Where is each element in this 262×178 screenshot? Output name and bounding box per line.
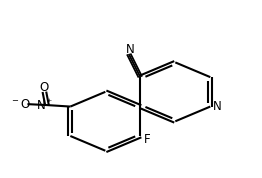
Text: N: N bbox=[37, 99, 46, 112]
Text: $^+$: $^+$ bbox=[45, 97, 53, 106]
Text: F: F bbox=[144, 133, 150, 146]
Text: N: N bbox=[213, 100, 221, 113]
Text: N: N bbox=[126, 43, 134, 56]
Text: O: O bbox=[40, 80, 49, 93]
Text: $^-$O: $^-$O bbox=[9, 98, 31, 111]
